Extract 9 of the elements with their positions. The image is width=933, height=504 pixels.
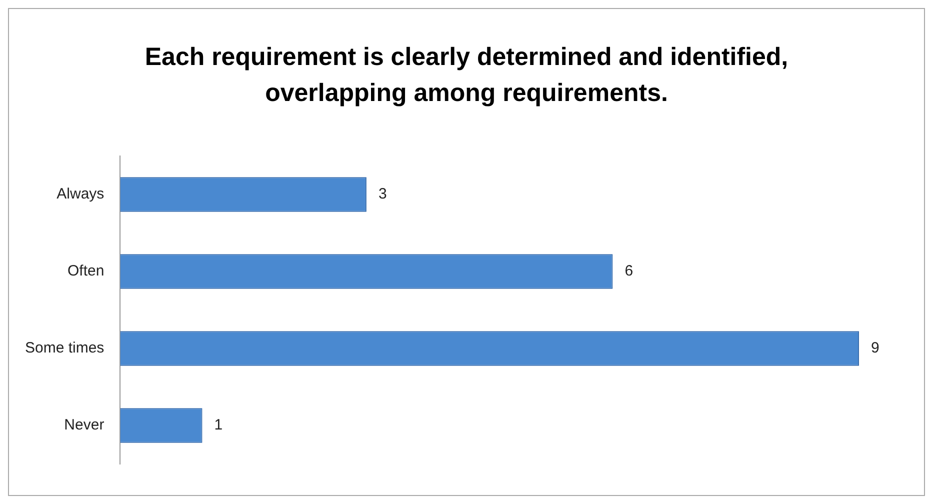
y-tick-label: Some times <box>24 340 104 357</box>
data-label: 3 <box>378 186 387 203</box>
data-label: 1 <box>214 416 223 434</box>
y-tick-label: Often <box>68 262 104 280</box>
data-label: 6 <box>624 262 634 280</box>
data-label: 9 <box>871 340 880 357</box>
y-tick-label: Never <box>64 416 104 434</box>
y-tick-label: Always <box>56 186 104 203</box>
chart-title: Each requirement is clearly determined and identified, overlapping among requirements. <box>144 42 790 109</box>
